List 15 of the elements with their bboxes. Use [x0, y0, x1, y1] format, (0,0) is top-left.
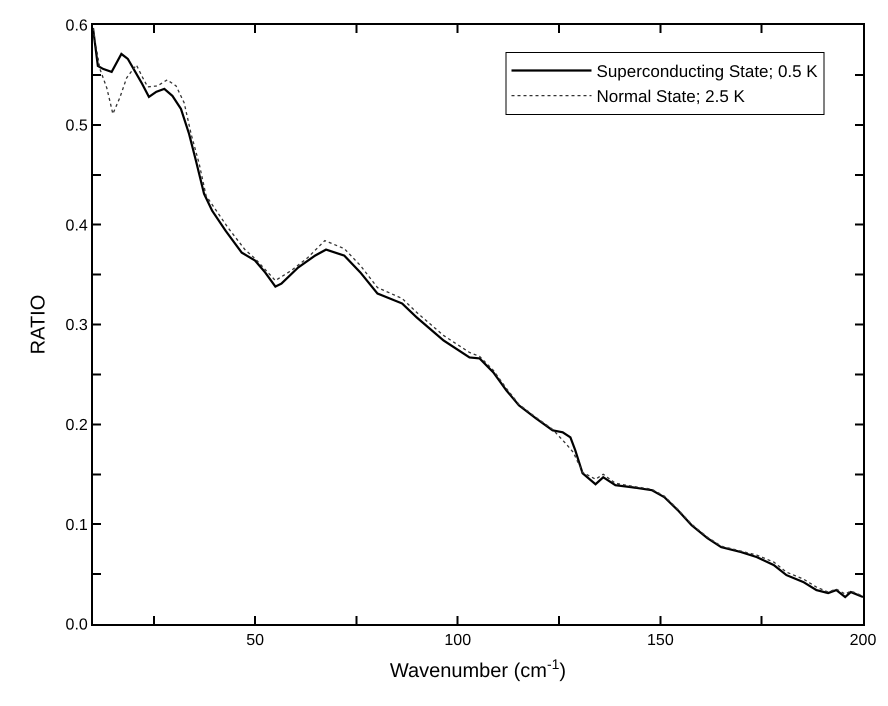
x-tick-label: 150: [647, 632, 674, 650]
y-tick-label: 0.5: [66, 117, 88, 134]
y-tick-label: 0.1: [66, 516, 88, 534]
x-tick-label: 100: [444, 632, 472, 650]
x-tick-label: 50: [246, 632, 264, 650]
y-tick-label: 0.6: [66, 18, 88, 35]
legend-label: Normal State; 2.5 K: [596, 87, 746, 106]
legend-label: Superconducting State; 0.5 K: [596, 62, 818, 82]
y-tick-label: 0.4: [66, 217, 88, 234]
x-tick-label: 200: [850, 632, 876, 650]
x-axis-title: Wavenumber (cm$^{-1}$): [390, 656, 566, 682]
y-axis-title: RATIO: [28, 294, 50, 354]
text: 0.0: [66, 616, 88, 634]
y-tick-label: 0.3: [66, 317, 88, 334]
y-tick-label: 0.2: [66, 416, 88, 434]
